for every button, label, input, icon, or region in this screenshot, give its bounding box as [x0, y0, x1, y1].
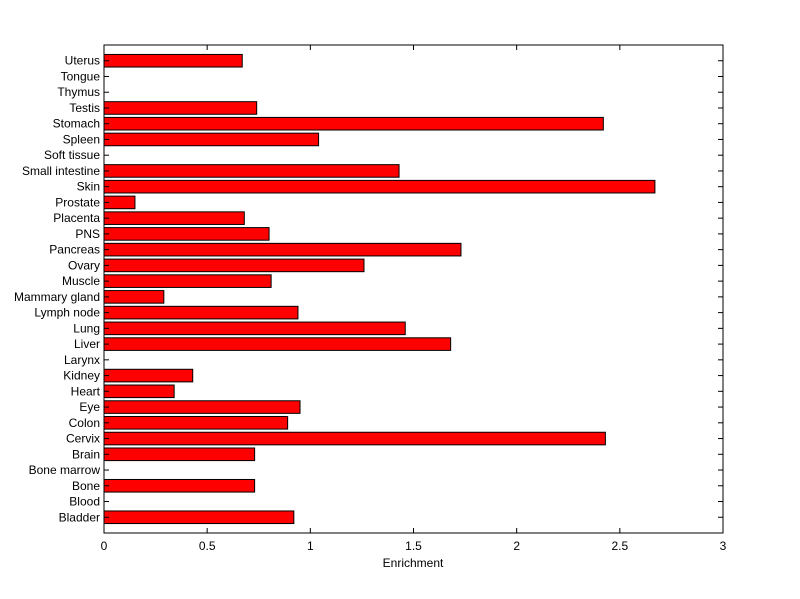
y-tick-label: Liver — [74, 337, 100, 351]
y-tick-label: Mammary gland — [14, 290, 100, 304]
bar-small-intestine — [103, 164, 400, 178]
x-ticks-group: 0 0.5 1 1.5 2 2.5 3 — [101, 45, 727, 553]
y-tick-label: Skin — [77, 180, 100, 194]
bar-skin — [103, 179, 656, 194]
bar-liver — [103, 337, 452, 351]
bar-mammary-gland — [103, 290, 165, 304]
bar-lung — [103, 321, 406, 336]
bar-bladder — [103, 510, 295, 525]
x-tick-label: 1 — [307, 539, 314, 553]
bar-lymph-node — [103, 305, 299, 320]
y-tick-label: Colon — [69, 416, 100, 430]
y-tick-label: Larynx — [64, 353, 100, 367]
y-tick-label: Kidney — [63, 369, 100, 383]
y-tick-label: Uterus — [65, 54, 100, 68]
y-tick-label: Placenta — [53, 211, 100, 225]
y-tick-label: Soft tissue — [44, 148, 100, 162]
y-tick-label: Muscle — [62, 274, 100, 288]
y-tick-label: Bone marrow — [29, 463, 101, 477]
x-tick-label: 0 — [101, 539, 108, 553]
y-tick-label: Cervix — [66, 432, 100, 446]
y-tick-label: PNS — [75, 227, 100, 241]
y-tick-label: Bone — [72, 479, 100, 493]
y-tick-label: Lung — [73, 321, 100, 335]
bar-uterus — [103, 53, 243, 68]
y-tick-label: Blood — [69, 495, 100, 509]
bar-cervix — [103, 431, 606, 446]
x-tick-label: 2.5 — [611, 539, 628, 553]
bar-ovary — [103, 258, 365, 273]
y-tick-label: Ovary — [68, 258, 100, 272]
y-tick-label: Thymus — [57, 85, 100, 99]
y-tick-label: Eye — [79, 400, 100, 414]
y-tick-label: Small intestine — [22, 164, 100, 178]
y-tick-label: Testis — [69, 101, 100, 115]
y-tick-label: Stomach — [53, 117, 100, 131]
bar-brain — [103, 447, 256, 462]
y-tick-label: Spleen — [63, 132, 100, 146]
bar-bone — [103, 478, 256, 493]
x-axis-label: Enrichment — [383, 556, 444, 570]
x-tick-label: 0.5 — [199, 539, 216, 553]
y-tick-label: Brain — [72, 447, 100, 461]
x-tick-label: 2 — [513, 539, 520, 553]
bar-colon — [103, 416, 289, 430]
bar-muscle — [103, 274, 272, 288]
bar-eye — [103, 400, 301, 414]
y-tick-label: Pancreas — [49, 243, 100, 257]
bar-stomach — [103, 116, 604, 131]
bar-placenta — [103, 211, 245, 225]
x-tick-label: 3 — [720, 539, 727, 553]
y-tick-label: Bladder — [59, 510, 100, 524]
y-tick-label: Tongue — [61, 69, 101, 83]
bar-pns — [103, 227, 270, 241]
bar-spleen — [103, 132, 320, 147]
y-tick-label: Prostate — [55, 195, 100, 209]
x-tick-label: 1.5 — [405, 539, 422, 553]
bar-kidney — [103, 368, 194, 383]
bar-heart — [103, 384, 175, 399]
bar-testis — [103, 101, 258, 115]
bar-pancreas — [103, 242, 462, 257]
y-tick-label: Heart — [71, 384, 101, 398]
y-tick-label: Lymph node — [34, 306, 100, 320]
